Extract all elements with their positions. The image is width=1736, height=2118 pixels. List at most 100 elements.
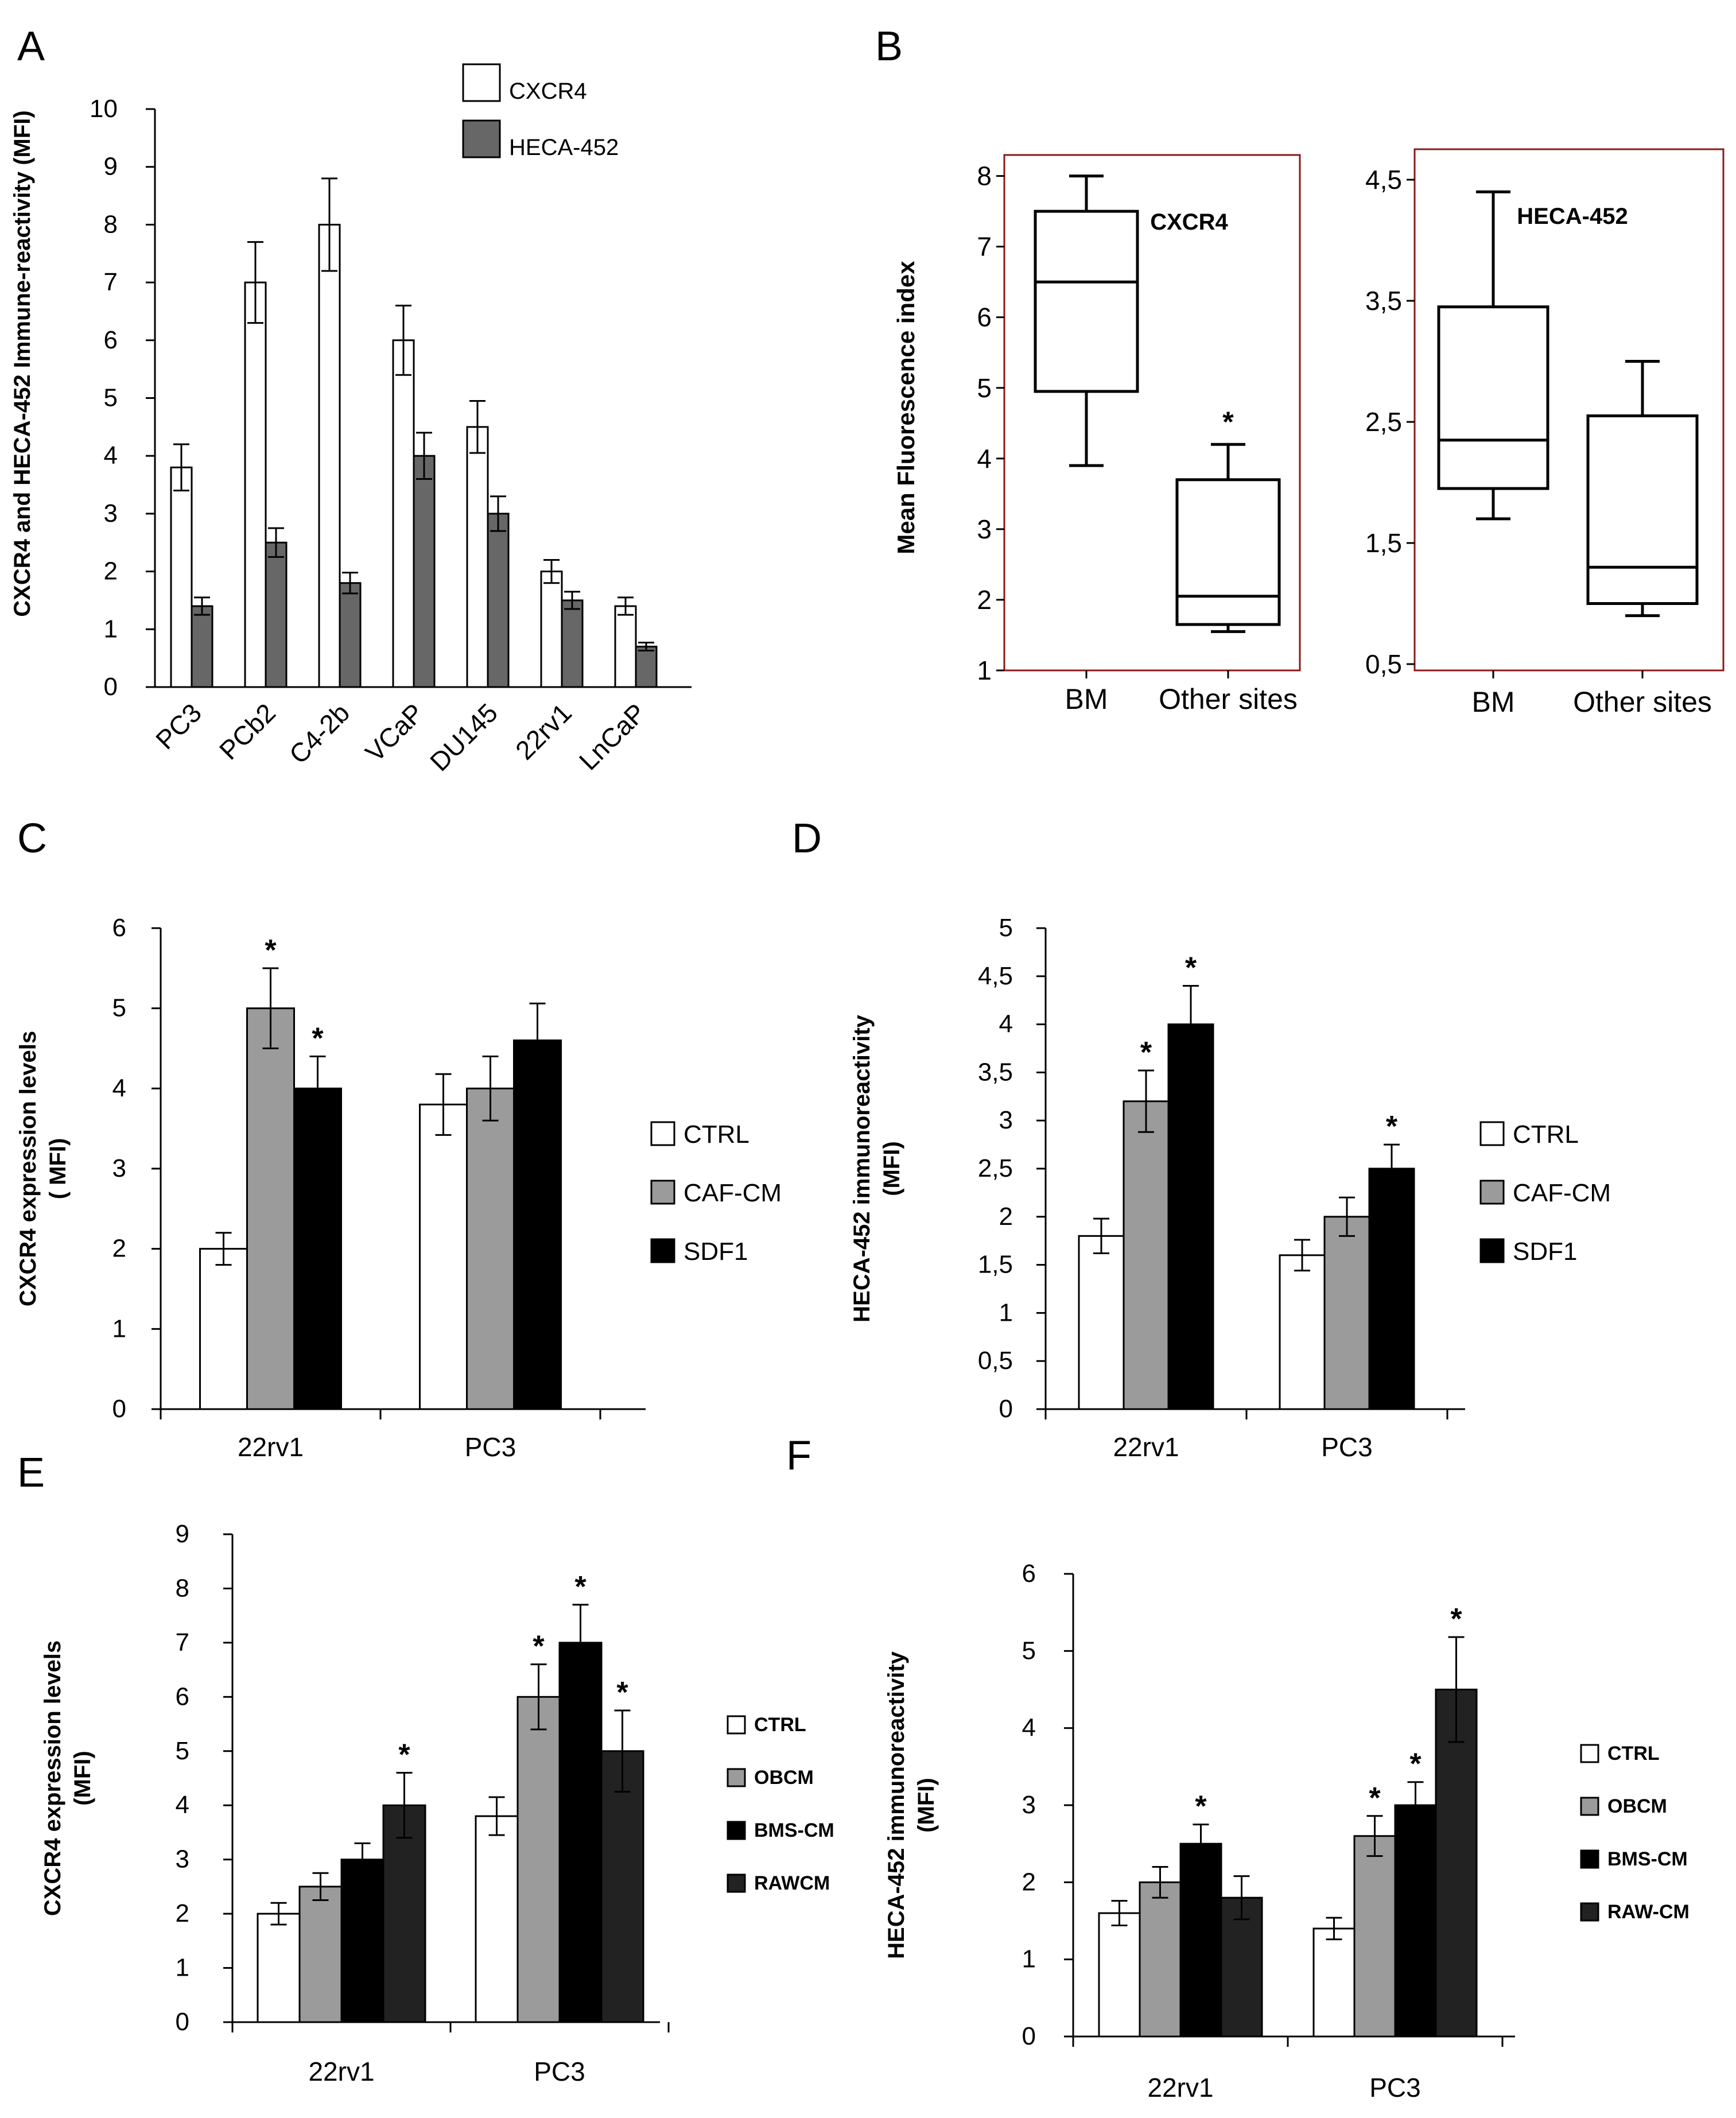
box-B2-BM — [1437, 305, 1549, 490]
y-tick-label-E: 5 — [176, 1737, 189, 1765]
x-tick-label-F: 22rv1 — [1147, 2073, 1213, 2103]
x-tick-label-A: PC3 — [150, 697, 207, 755]
legend-swatch-E-CTRL — [727, 1715, 746, 1735]
legend-swatch-F-RAW-CM — [1580, 1902, 1599, 1922]
bar-D-SDF1-22rv1 — [1167, 1023, 1214, 1410]
legend-label-E: CTRL — [754, 1714, 806, 1736]
panel-label-F: F — [786, 1433, 811, 1479]
y-tick-label-D: 4,5 — [978, 962, 1013, 990]
bar-D-SDF1-PC3 — [1368, 1167, 1415, 1410]
x-tick-label-A: 22rv1 — [510, 697, 577, 765]
significance-star-F: * — [1369, 1782, 1381, 1815]
y-tick-label-B2: 2,5 — [1365, 407, 1402, 437]
y-tick-label-F: 0 — [1022, 2022, 1036, 2050]
bar-F-OBCM-PC3 — [1353, 1835, 1396, 2038]
legend-swatch-E-BMS-CM — [727, 1821, 746, 1840]
y-tick-label-B1: 3 — [977, 514, 992, 544]
legend-label-E: OBCM — [754, 1767, 814, 1789]
y-tick-label-C: 0 — [112, 1395, 126, 1423]
bar-F-BMS-CM-22rv1 — [1179, 1842, 1222, 2038]
bar-A-HECA-452-VCaP — [413, 455, 436, 688]
x-tick-label-E: PC3 — [534, 2057, 585, 2086]
y-tick-label-E: 1 — [176, 1954, 189, 1982]
significance-star-D: * — [1386, 1110, 1398, 1143]
y-tick-label-D: 0 — [999, 1395, 1013, 1423]
y-tick-label-A: 0 — [104, 673, 118, 701]
y-tick-label-B1: 7 — [977, 232, 992, 262]
y-tick-label-E: 0 — [176, 2008, 189, 2036]
bar-A-CXCR4-22rv1 — [540, 571, 563, 688]
y-axis-label-E: (MFI) — [70, 1751, 95, 1806]
bar-A-CXCR4-VCaP — [392, 339, 415, 688]
y-tick-label-A: 3 — [104, 499, 118, 527]
legend-swatch-F-CTRL — [1580, 1744, 1599, 1763]
bar-A-HECA-452-LnCaP — [635, 646, 658, 688]
box-B1-Other sites — [1175, 478, 1281, 626]
bar-A-CXCR4-LnCaP — [614, 605, 637, 688]
legend-swatch-C-CTRL — [650, 1121, 675, 1146]
legend-swatch-E-RAWCM — [727, 1873, 746, 1893]
y-tick-label-A: 5 — [104, 384, 118, 412]
x-tick-label-B1: Other sites — [1159, 683, 1298, 715]
y-tick-label-F: 1 — [1022, 1945, 1036, 1973]
significance-star-C: * — [265, 934, 277, 967]
bar-F-BMS-CM-PC3 — [1394, 1804, 1437, 2038]
y-tick-label-D: 0,5 — [978, 1347, 1013, 1375]
bar-D-CAF-CM-22rv1 — [1123, 1100, 1170, 1410]
y-tick-label-B2: 1,5 — [1365, 528, 1402, 558]
y-tick-label-E: 2 — [176, 1899, 189, 1927]
y-tick-label-B1: 1 — [977, 655, 992, 685]
legend-swatch-D-SDF1 — [1479, 1238, 1505, 1263]
legend-label-E: BMS-CM — [754, 1820, 834, 1841]
y-tick-label-C: 3 — [112, 1154, 126, 1182]
legend-label-C: SDF1 — [683, 1238, 748, 1266]
legend-label-C: CAF-CM — [683, 1179, 782, 1207]
panel-label-A: A — [17, 24, 45, 69]
bar-C-SDF1-22rv1 — [293, 1087, 342, 1410]
legend-swatch-D-CAF-CM — [1479, 1180, 1505, 1205]
bar-A-HECA-452-22rv1 — [561, 599, 584, 688]
x-tick-label-A: LnCaP — [573, 697, 651, 775]
y-tick-label-D: 1,5 — [978, 1251, 1013, 1279]
y-tick-label-E: 4 — [176, 1791, 189, 1819]
legend-swatch-A-CXCR4 — [462, 63, 501, 102]
y-axis-label-A: CXCR4 and HECA-452 Immune-reactivity (MF… — [10, 110, 35, 616]
x-tick-label-D: PC3 — [1321, 1432, 1372, 1462]
significance-star-E: * — [616, 1676, 628, 1709]
bar-A-HECA-452-C4-2b — [339, 582, 362, 688]
significance-star-F: * — [1195, 1790, 1207, 1824]
y-tick-label-D: 1 — [999, 1298, 1013, 1326]
legend-label-A: HECA-452 — [509, 135, 619, 160]
box-B1-BM — [1034, 210, 1139, 393]
x-tick-label-A: PCb2 — [213, 697, 281, 765]
y-axis-label-F: (MFI) — [914, 1778, 939, 1833]
bar-A-HECA-452-DU145 — [487, 513, 510, 688]
y-tick-label-F: 3 — [1022, 1791, 1036, 1819]
bar-D-CTRL-PC3 — [1279, 1254, 1326, 1410]
y-tick-label-F: 4 — [1022, 1714, 1036, 1742]
box-title-B1: CXCR4 — [1150, 210, 1228, 235]
y-tick-label-B1: 8 — [977, 161, 992, 191]
x-tick-label-B2: Other sites — [1573, 686, 1712, 718]
x-tick-label-A: VCaP — [359, 697, 429, 767]
y-tick-label-E: 9 — [176, 1520, 189, 1548]
legend-label-F: OBCM — [1607, 1795, 1667, 1817]
y-axis-label-D: HECA-452 immunoreactivity — [849, 1014, 875, 1322]
y-tick-label-E: 8 — [176, 1574, 189, 1602]
y-axis-label-C: ( MFI) — [45, 1138, 71, 1200]
legend-label-D: SDF1 — [1513, 1238, 1577, 1266]
legend-swatch-C-SDF1 — [650, 1238, 675, 1263]
legend-swatch-F-BMS-CM — [1580, 1849, 1599, 1869]
y-axis-label-C: CXCR4 expression levels — [15, 1031, 41, 1306]
bar-A-CXCR4-PCb2 — [244, 281, 267, 688]
y-axis-label-D: (MFI) — [879, 1141, 904, 1196]
y-tick-label-A: 8 — [104, 210, 118, 238]
legend-label-F: RAW-CM — [1607, 1901, 1690, 1923]
bar-F-RAW-CM-PC3 — [1435, 1689, 1478, 2038]
legend-swatch-A-HECA-452 — [462, 119, 501, 158]
y-tick-label-E: 7 — [176, 1628, 189, 1657]
bar-C-CTRL-22rv1 — [199, 1248, 248, 1410]
significance-star-E: * — [398, 1739, 410, 1772]
bar-C-CAF-CM-22rv1 — [246, 1007, 295, 1410]
